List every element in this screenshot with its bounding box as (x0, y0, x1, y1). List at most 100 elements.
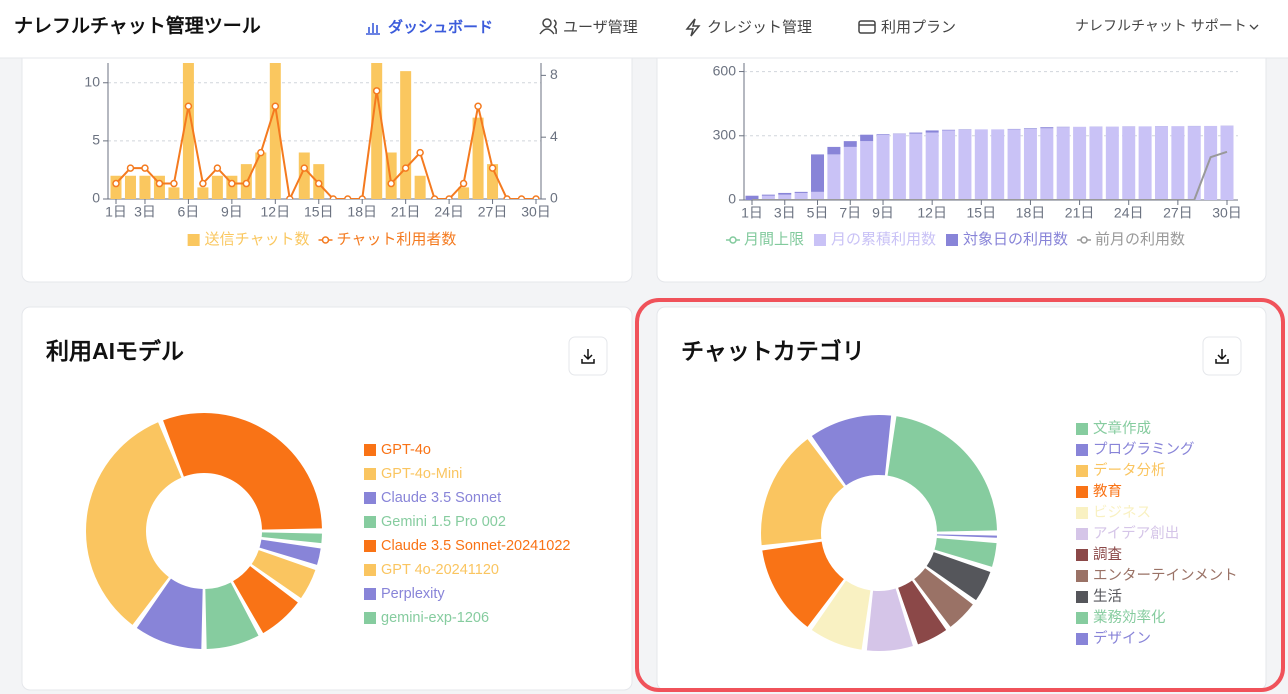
legend-label: 前月の利用数 (1095, 231, 1185, 248)
legend-label: 教育 (1093, 483, 1122, 500)
donut-slice (163, 413, 322, 530)
legend-swatch (1076, 486, 1088, 498)
bar (1154, 126, 1168, 200)
nav-label[interactable]: ダッシュボード (388, 18, 493, 36)
legend-label: Claude 3.5 Sonnet-20241022 (381, 538, 570, 554)
nav-label[interactable]: クレジット管理 (707, 19, 812, 36)
support-menu[interactable]: ナレフルチャット サポート (1075, 18, 1259, 34)
nav-item[interactable]: クレジット管理 (685, 18, 812, 37)
line-point (315, 179, 323, 188)
legend-swatch (1076, 633, 1088, 645)
legend-item: チャット利用者数 (318, 231, 457, 248)
y2-tick-label: 4 (550, 128, 558, 144)
line-point (503, 195, 511, 199)
bar (794, 192, 808, 200)
highlight-frame (635, 298, 1285, 692)
line-point (184, 102, 193, 111)
legend-label: 業務効率化 (1093, 609, 1166, 626)
line-point (474, 102, 482, 111)
legend-swatch (1076, 507, 1088, 519)
bar (269, 63, 281, 199)
bar (1040, 128, 1054, 200)
bar (778, 192, 792, 195)
download-button[interactable] (1202, 336, 1242, 376)
bar (761, 194, 775, 196)
line-point (430, 195, 439, 199)
legend-item: 月間上限 (725, 231, 804, 248)
nav-label[interactable]: ユーザ管理 (563, 19, 638, 36)
bar (843, 146, 857, 200)
legend-label: ビジネス (1093, 504, 1151, 521)
support-label[interactable]: ナレフルチャット サポート (1075, 18, 1247, 34)
legend-swatch (364, 444, 376, 456)
legend-label: 送信チャット数 (205, 231, 310, 248)
bar (942, 130, 956, 200)
bar (925, 130, 939, 133)
bar (487, 164, 499, 199)
bar (909, 132, 923, 134)
legend-item: 対象日の利用数 (946, 231, 1068, 248)
card-title: 利用AIモデル (46, 338, 184, 364)
legend-label: プログラミング (1093, 441, 1195, 458)
download-button[interactable] (568, 336, 608, 376)
x-tick-label: 30日 (521, 204, 551, 220)
x-tick-label: 1日 (741, 205, 763, 221)
legend: 月間上限 月の累積利用数 対象日の利用数 前月の利用数 (725, 231, 1185, 248)
legend-swatch (813, 234, 826, 246)
legend-label: チャット利用者数 (337, 231, 457, 248)
card-title: チャットカテゴリ (681, 338, 865, 364)
legend: 送信チャット数 チャット利用者数 (187, 231, 457, 248)
legend-label: GPT-4o (381, 442, 431, 458)
charts: 0 5 10 0 4 8 1日 3日 6日 9日 12日 15日 18日 21日 24日 27日 30日送信チャ… (46, 62, 1242, 651)
nav-label[interactable]: 利用プラン (881, 19, 956, 36)
bar (811, 191, 825, 200)
line-point (300, 164, 309, 172)
y2-tick-label: 8 (550, 66, 558, 82)
donut-slice (233, 566, 298, 634)
bar (1187, 126, 1201, 200)
donut-slice (85, 422, 182, 625)
bar (811, 154, 825, 192)
legend-swatch (364, 612, 376, 624)
legend-label: エンターテインメント (1093, 567, 1238, 584)
legend-label: GPT-4o-Mini (381, 466, 462, 482)
nav-item[interactable]: ダッシュボード (366, 18, 493, 36)
line-point (257, 148, 265, 157)
bar (124, 175, 136, 199)
line-point (112, 179, 120, 188)
donut-slice (926, 552, 991, 601)
donut-slice (261, 532, 322, 544)
legend-swatch (187, 234, 200, 246)
bar (298, 152, 310, 199)
line-point (532, 195, 540, 199)
line-point (242, 179, 251, 188)
x-tick-label: 12日 (917, 205, 947, 221)
legend-item: 送信チャット数 (187, 231, 310, 248)
bar (942, 129, 956, 131)
line-point (445, 195, 453, 199)
bar (1056, 127, 1070, 200)
bar (1122, 126, 1136, 200)
bar (1023, 128, 1037, 129)
legend-swatch (1076, 570, 1088, 582)
app-title: ナレフルチャット管理ツール (14, 14, 261, 37)
legend-swatch (1076, 549, 1088, 561)
nav-item[interactable]: ユーザ管理 (539, 18, 638, 36)
line-point (459, 179, 468, 188)
donut-slice (866, 588, 913, 651)
plot: 0 5 10 0 4 8 1日 3日 6日 9日 12日 15日 18日 21日 24日 27日 30日送信チャ… (84, 63, 558, 248)
bar (876, 134, 890, 200)
bar (1089, 126, 1103, 200)
bar (1220, 125, 1234, 200)
donut-slice (887, 416, 997, 532)
bar (472, 117, 484, 199)
legend-swatch (729, 236, 737, 244)
x-tick-label: 18日 (347, 204, 377, 220)
legend-label: gemini-exp-1206 (381, 610, 489, 626)
nav-item[interactable]: 利用プラン (858, 19, 956, 36)
bar (1007, 129, 1021, 200)
legend-item: 前月の利用数 (1077, 231, 1185, 248)
x-tick-label: 18日 (1016, 205, 1046, 221)
bar (1105, 126, 1119, 200)
bar (458, 187, 470, 199)
